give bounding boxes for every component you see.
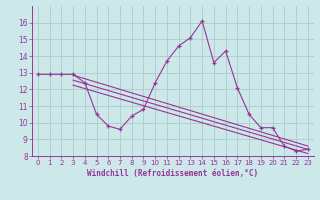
X-axis label: Windchill (Refroidissement éolien,°C): Windchill (Refroidissement éolien,°C) xyxy=(87,169,258,178)
